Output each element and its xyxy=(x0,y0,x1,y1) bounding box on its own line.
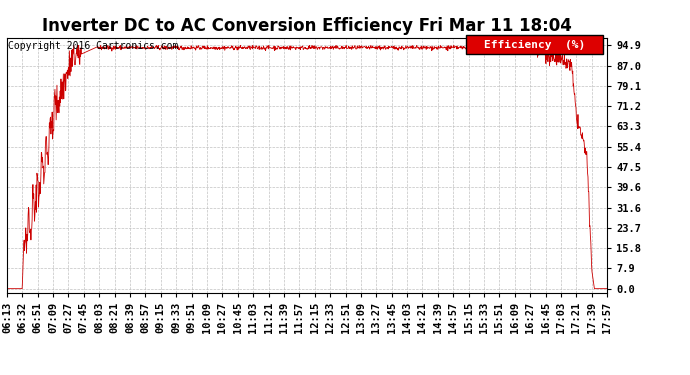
Text: Efficiency  (%): Efficiency (%) xyxy=(484,39,585,50)
Title: Inverter DC to AC Conversion Efficiency Fri Mar 11 18:04: Inverter DC to AC Conversion Efficiency … xyxy=(42,16,572,34)
FancyBboxPatch shape xyxy=(466,35,603,54)
Text: Copyright 2016 Cartronics.com: Copyright 2016 Cartronics.com xyxy=(8,41,179,51)
